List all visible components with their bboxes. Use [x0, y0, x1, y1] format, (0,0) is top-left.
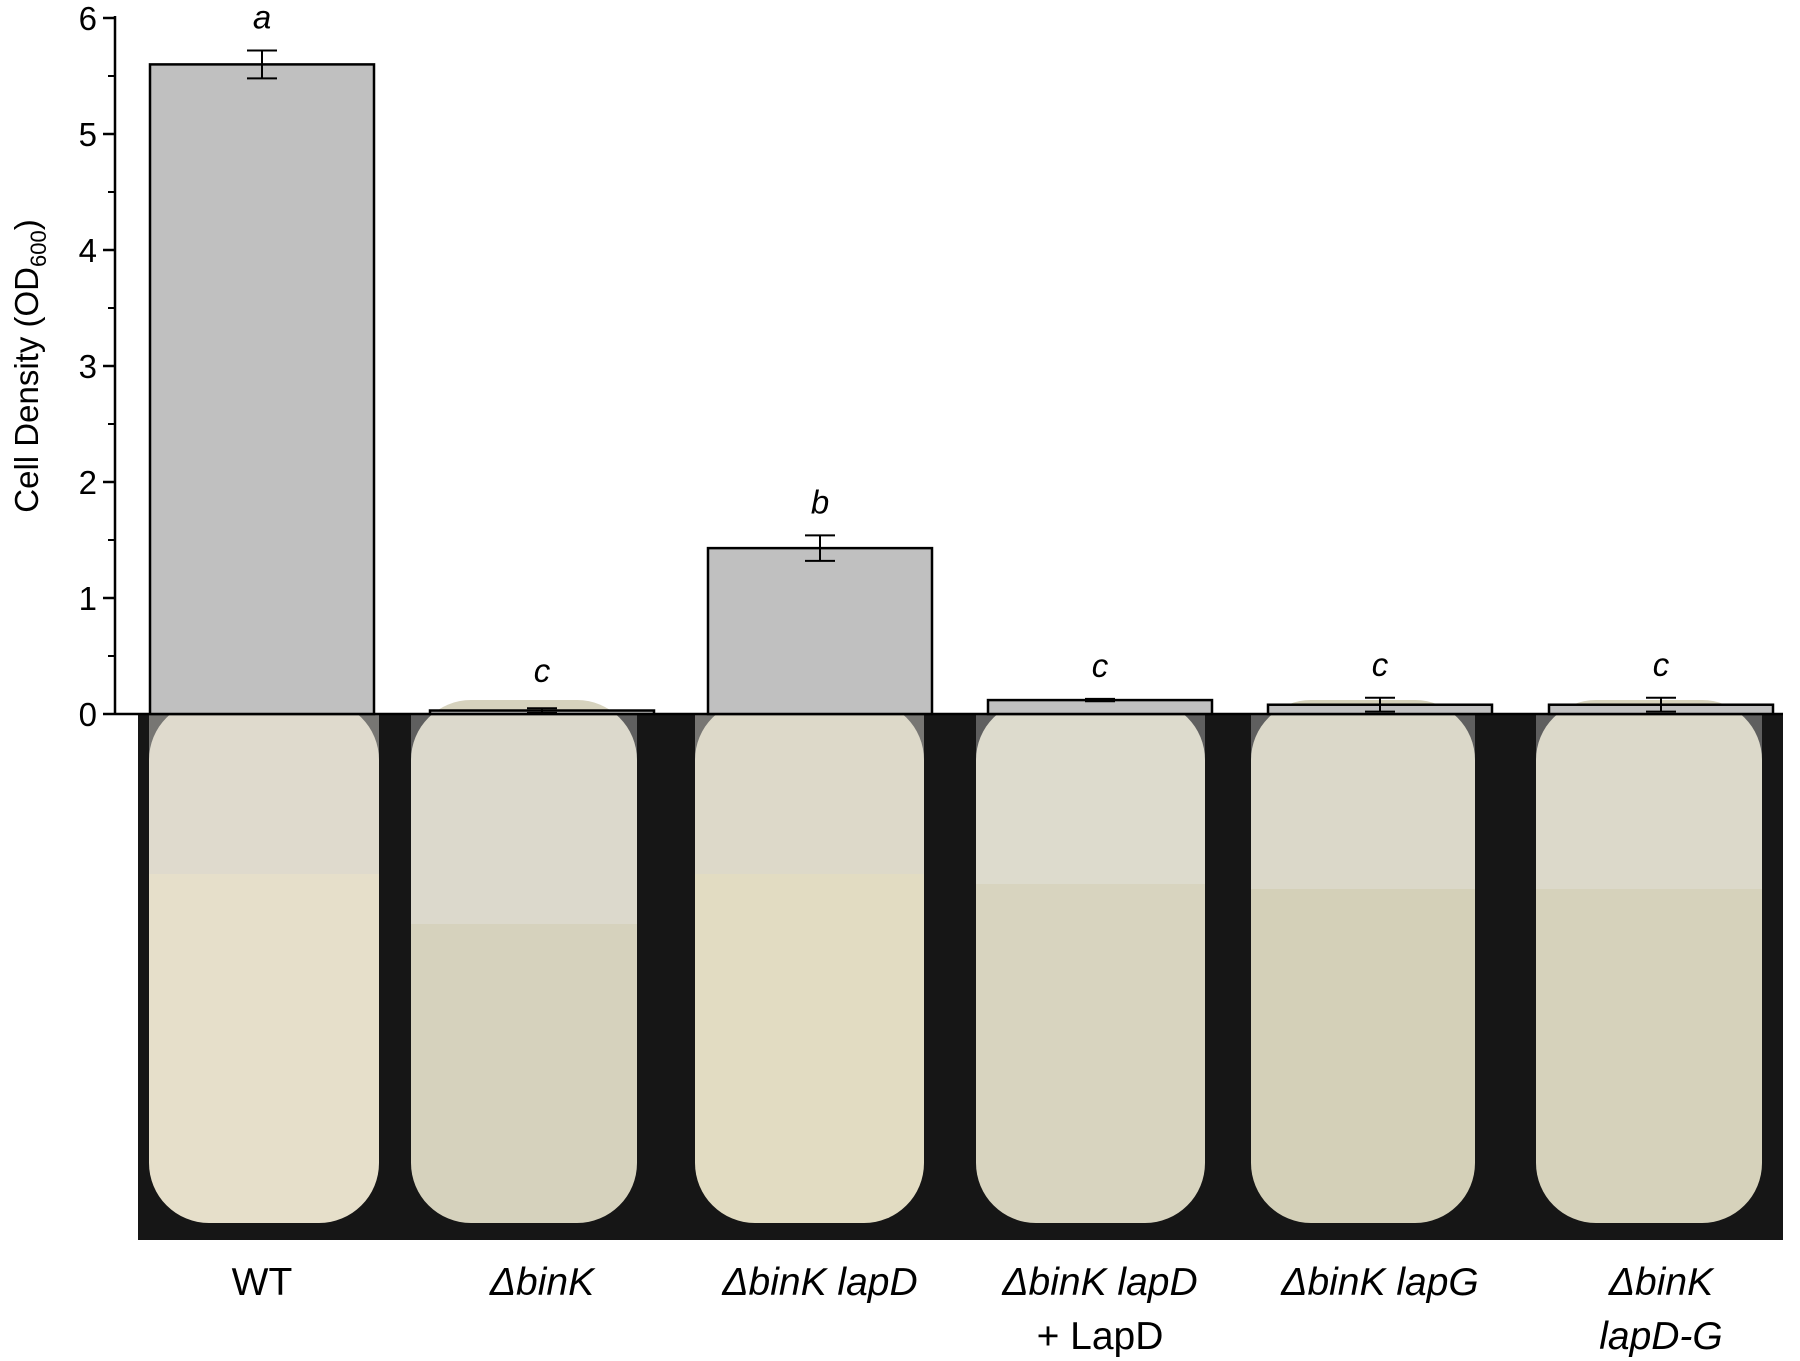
significance-letter: c [1653, 646, 1670, 683]
significance-letter: c [534, 652, 551, 689]
y-axis-label-part: Cell Density (OD [8, 267, 45, 513]
x-tick-label: ΔbinK lapD [721, 1261, 917, 1304]
y-tick-label: 0 [79, 696, 97, 733]
x-tick-label: ΔbinK lapG [1280, 1261, 1478, 1304]
y-axis-label-part: ) [8, 219, 45, 230]
y-axis-label-part: 600 [26, 230, 51, 267]
y-tick-label: 3 [79, 348, 97, 385]
significance-letter: b [811, 483, 829, 520]
significance-letter: c [1372, 646, 1389, 683]
bar [148, 63, 376, 716]
significance-letter: a [253, 0, 271, 35]
x-tick-label: ΔbinK [489, 1261, 596, 1304]
y-tick-label: 6 [79, 0, 97, 37]
y-tick-label: 2 [79, 464, 97, 501]
significance-letter: c [1092, 647, 1109, 684]
x-tick-label: WT [232, 1261, 293, 1304]
y-tick-label: 5 [79, 116, 97, 153]
x-tick-label: + LapD [1037, 1315, 1164, 1358]
y-tick-label: 1 [79, 580, 97, 617]
y-tick-label: 4 [79, 232, 97, 269]
x-tick-label: ΔbinK lapD [1001, 1261, 1197, 1304]
y-axis-label: Cell Density (OD600) [8, 219, 51, 512]
x-tick-label: lapD-G [1599, 1315, 1723, 1358]
bar [706, 546, 934, 716]
photo [138, 700, 1783, 1240]
x-tick-label: ΔbinK [1608, 1261, 1715, 1304]
